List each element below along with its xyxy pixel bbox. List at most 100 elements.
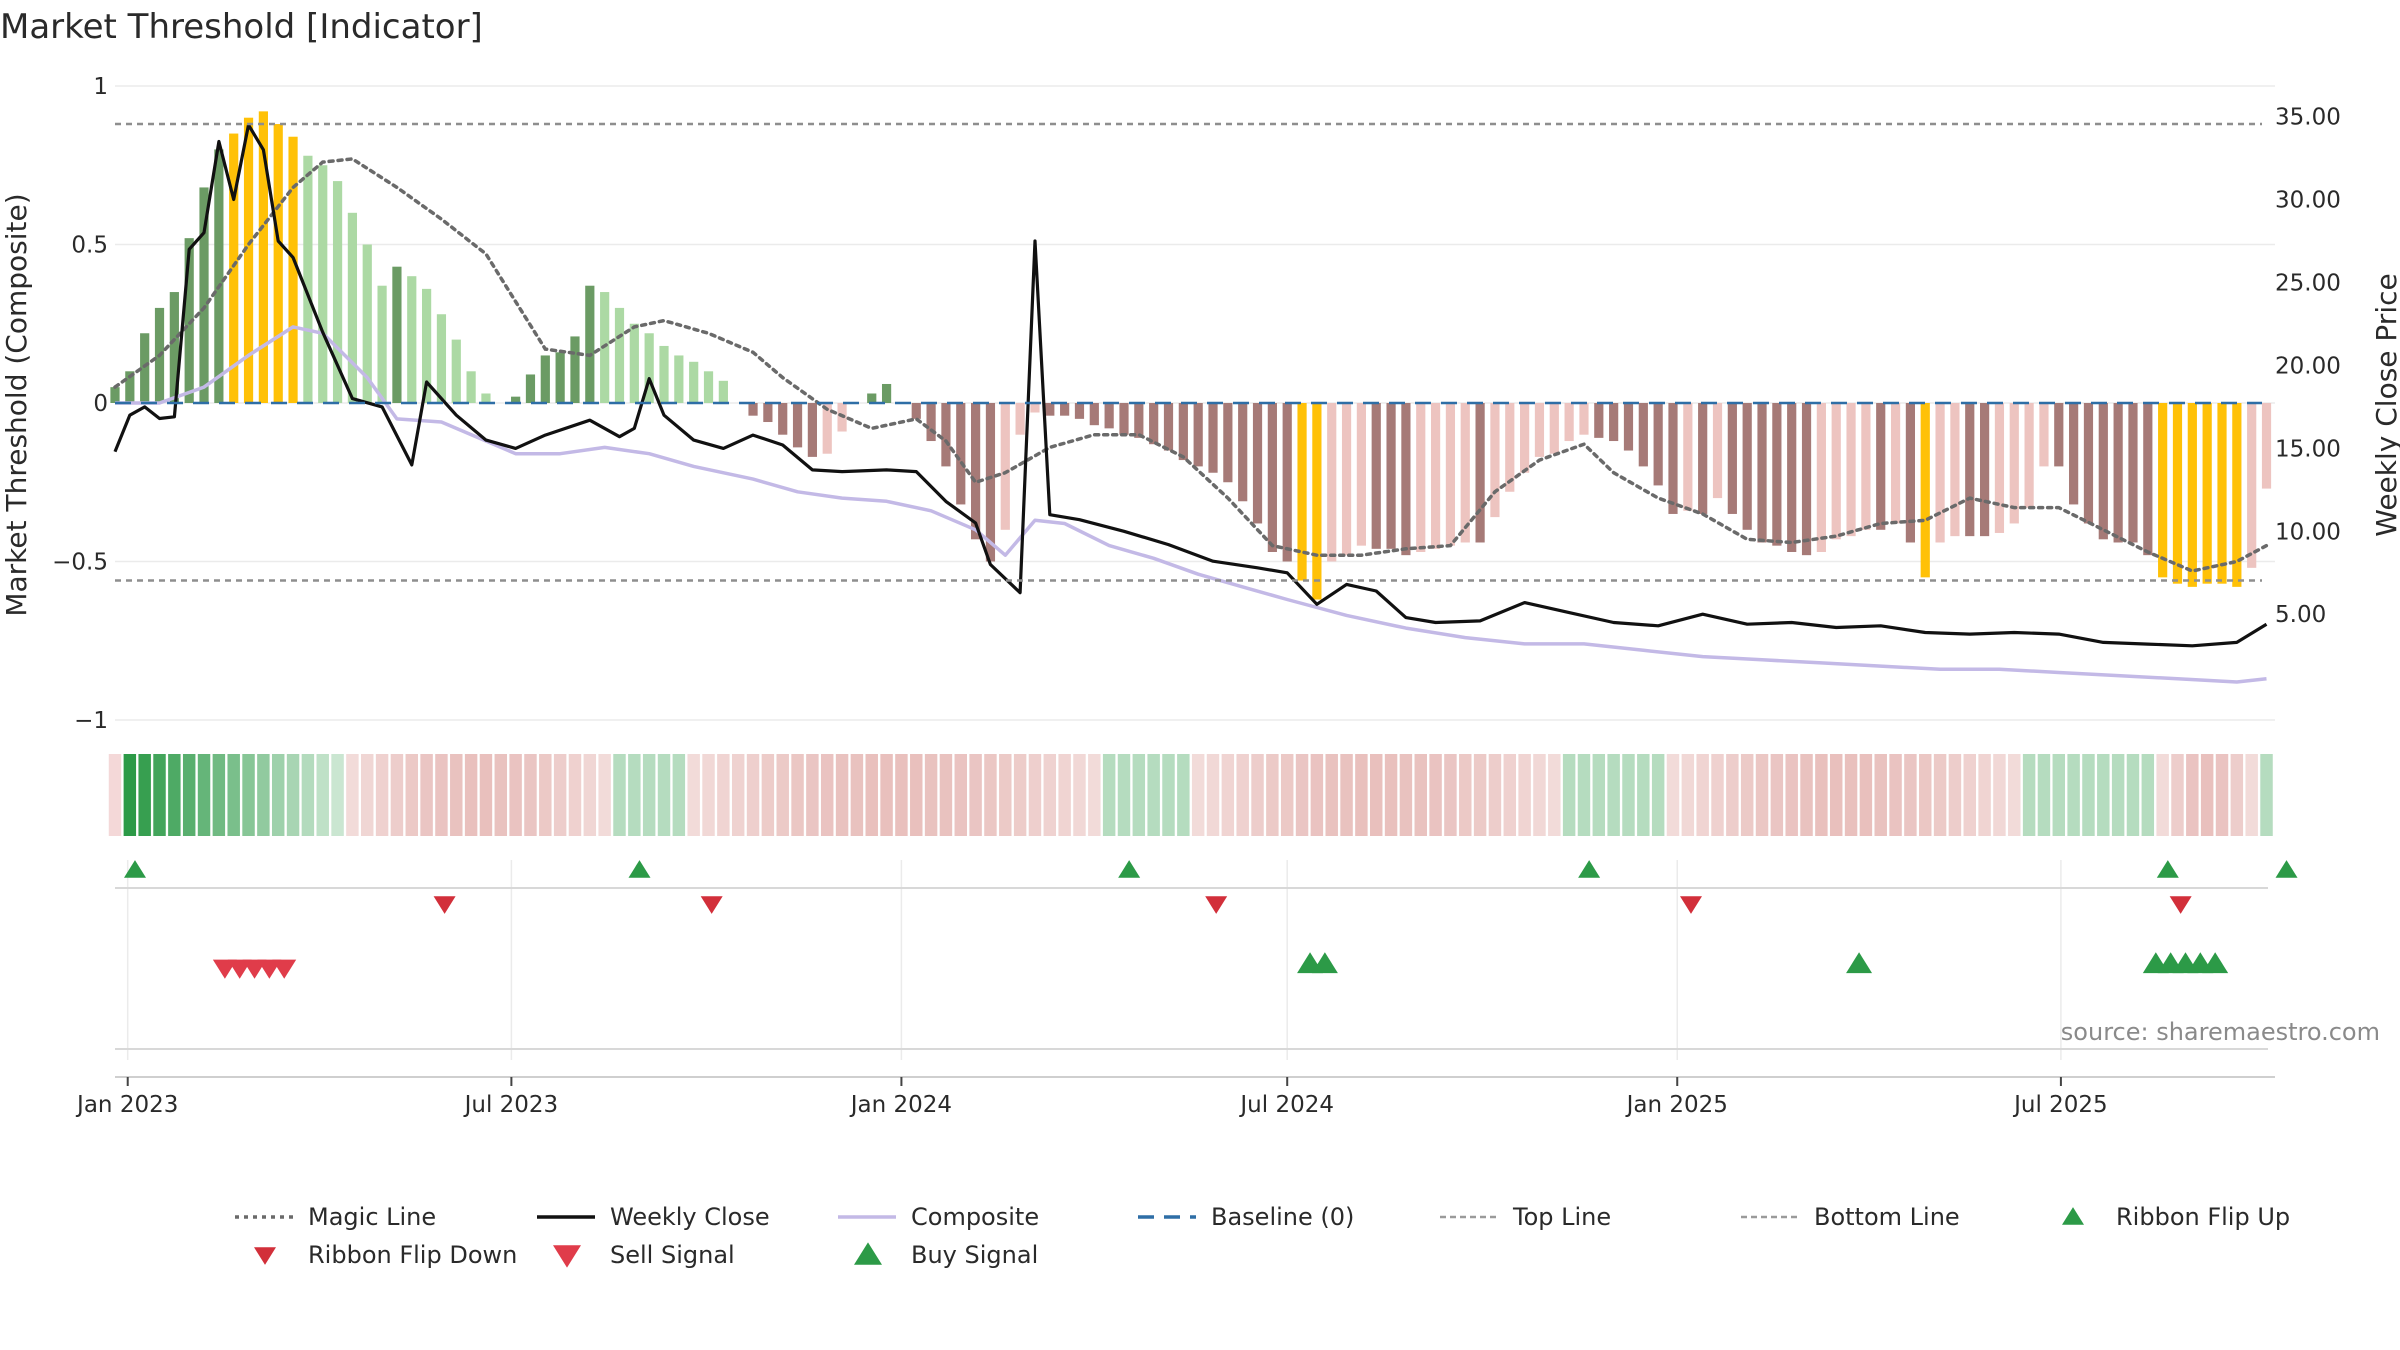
ribbon-cell	[450, 754, 463, 836]
composite-bar	[2009, 403, 2019, 524]
ribbon-cell	[242, 754, 255, 836]
ribbon-flip-up-marker	[628, 860, 651, 878]
composite-bar	[243, 117, 254, 403]
ribbon-cell	[494, 754, 508, 836]
ticks: 1 0.5 0 −0.5 −1 35.00 30.00 25.00 20.00 15.00 10.0…	[52, 74, 2341, 1118]
composite-bar	[1297, 403, 1307, 581]
composite-bar	[407, 276, 417, 403]
composite-bar	[1683, 403, 1693, 511]
ribbon-cell	[1206, 754, 1220, 836]
composite-bar	[1312, 403, 1322, 600]
ribbon-cell	[1711, 754, 1724, 836]
ribbon-cell	[895, 754, 908, 836]
ribbon-cell	[420, 754, 433, 836]
legend-swatch	[553, 1245, 581, 1268]
ribbon-cell	[316, 754, 329, 836]
ribbon-cell	[138, 754, 151, 836]
composite-bar	[1074, 403, 1085, 419]
composite-bar	[1401, 403, 1411, 556]
composite-bar	[1772, 403, 1782, 546]
ribbon-cell	[702, 754, 715, 836]
ribbon-cell	[1800, 754, 1813, 836]
ribbon-cell	[168, 754, 181, 836]
composite-bar	[2113, 403, 2123, 543]
ribbon-cell	[835, 754, 849, 836]
legend-entry: Buy Signal	[854, 1241, 1038, 1269]
composite-bar	[184, 238, 194, 403]
composite-bar	[1816, 403, 1826, 552]
composite-bar	[2172, 403, 2183, 584]
ribbon-flip-up-marker	[1118, 860, 1141, 878]
composite-bar	[1104, 403, 1114, 429]
x-tick-label: Jan 2024	[849, 1092, 952, 1118]
legend-label: Sell Signal	[610, 1241, 735, 1269]
composite-bar	[1208, 403, 1218, 473]
ribbon-flip-down-marker	[2169, 896, 2192, 914]
ribbon-cell	[435, 754, 448, 836]
ribbon-cell	[939, 754, 953, 836]
ribbon-cell	[2141, 754, 2155, 836]
composite-bar	[2054, 403, 2064, 467]
ribbon-cell	[1904, 754, 1917, 836]
ribbon-cell	[1310, 754, 1324, 836]
ribbon-cell	[776, 754, 789, 836]
ribbon-cell	[613, 754, 626, 836]
composite-bar	[1831, 403, 1841, 540]
composite-bar	[2202, 403, 2212, 584]
ribbon-cell	[1815, 754, 1828, 836]
ribbon-cell	[1295, 754, 1309, 836]
composite-bar	[1193, 403, 1203, 467]
y-tick-label: −0.5	[52, 550, 108, 576]
composite-bar	[199, 187, 209, 403]
legend-label: Ribbon Flip Down	[308, 1241, 517, 1269]
composite-bar	[1920, 403, 1930, 578]
composite-bar	[1965, 403, 1975, 537]
ribbon-flip-up-marker	[1578, 860, 1601, 878]
ribbon-cell	[1577, 754, 1591, 836]
ribbon-cell	[286, 754, 300, 836]
composite-bar	[2232, 403, 2242, 587]
ribbon-cell	[2260, 754, 2273, 836]
composite-bar	[1445, 403, 1456, 546]
ribbon-cell	[1280, 754, 1294, 836]
composite-bar	[1134, 403, 1144, 438]
ribbon-cell	[1666, 754, 1680, 836]
composite-bar	[763, 403, 773, 423]
ribbon-cell	[227, 754, 240, 836]
composite-bar	[822, 403, 832, 454]
composite-bar	[941, 403, 951, 467]
composite-bar	[748, 403, 758, 416]
ribbon-cell	[761, 754, 775, 836]
composite-bar	[1564, 403, 1574, 442]
composite-bar	[2098, 403, 2108, 540]
ribbon-cell	[212, 754, 226, 836]
composite-bar	[926, 403, 936, 442]
ribbon-cell	[791, 754, 804, 836]
ribbon-cell	[1637, 754, 1650, 836]
ribbon-cell	[672, 754, 686, 836]
ribbon-cell	[2082, 754, 2095, 836]
ribbon-cell	[880, 754, 893, 836]
ribbon-cell	[1874, 754, 1887, 836]
composite-bar	[1490, 403, 1500, 518]
ribbon-cell	[271, 754, 285, 836]
legend-entry: Top Line	[1440, 1203, 1611, 1231]
ribbon-cell	[984, 754, 997, 836]
composite-bar	[1416, 403, 1426, 552]
composite-bar	[2128, 403, 2138, 543]
y-tick-label: 1	[93, 74, 108, 100]
ribbon-cell	[2156, 754, 2169, 836]
legend-entry: Composite	[838, 1203, 1039, 1231]
composite-bar	[1609, 403, 1619, 442]
legend-entry: Sell Signal	[553, 1241, 735, 1269]
composite-bar	[1015, 403, 1025, 435]
composite-bar	[2217, 403, 2227, 584]
ribbon-cell	[1414, 754, 1427, 836]
ribbon-cell	[331, 754, 344, 836]
composite-bar	[377, 285, 387, 403]
composite-bar	[956, 403, 966, 505]
composite-bar	[689, 361, 699, 403]
composite-bar	[1371, 403, 1381, 549]
ribbon-cell	[1043, 754, 1057, 836]
composite-bar	[2158, 403, 2168, 578]
